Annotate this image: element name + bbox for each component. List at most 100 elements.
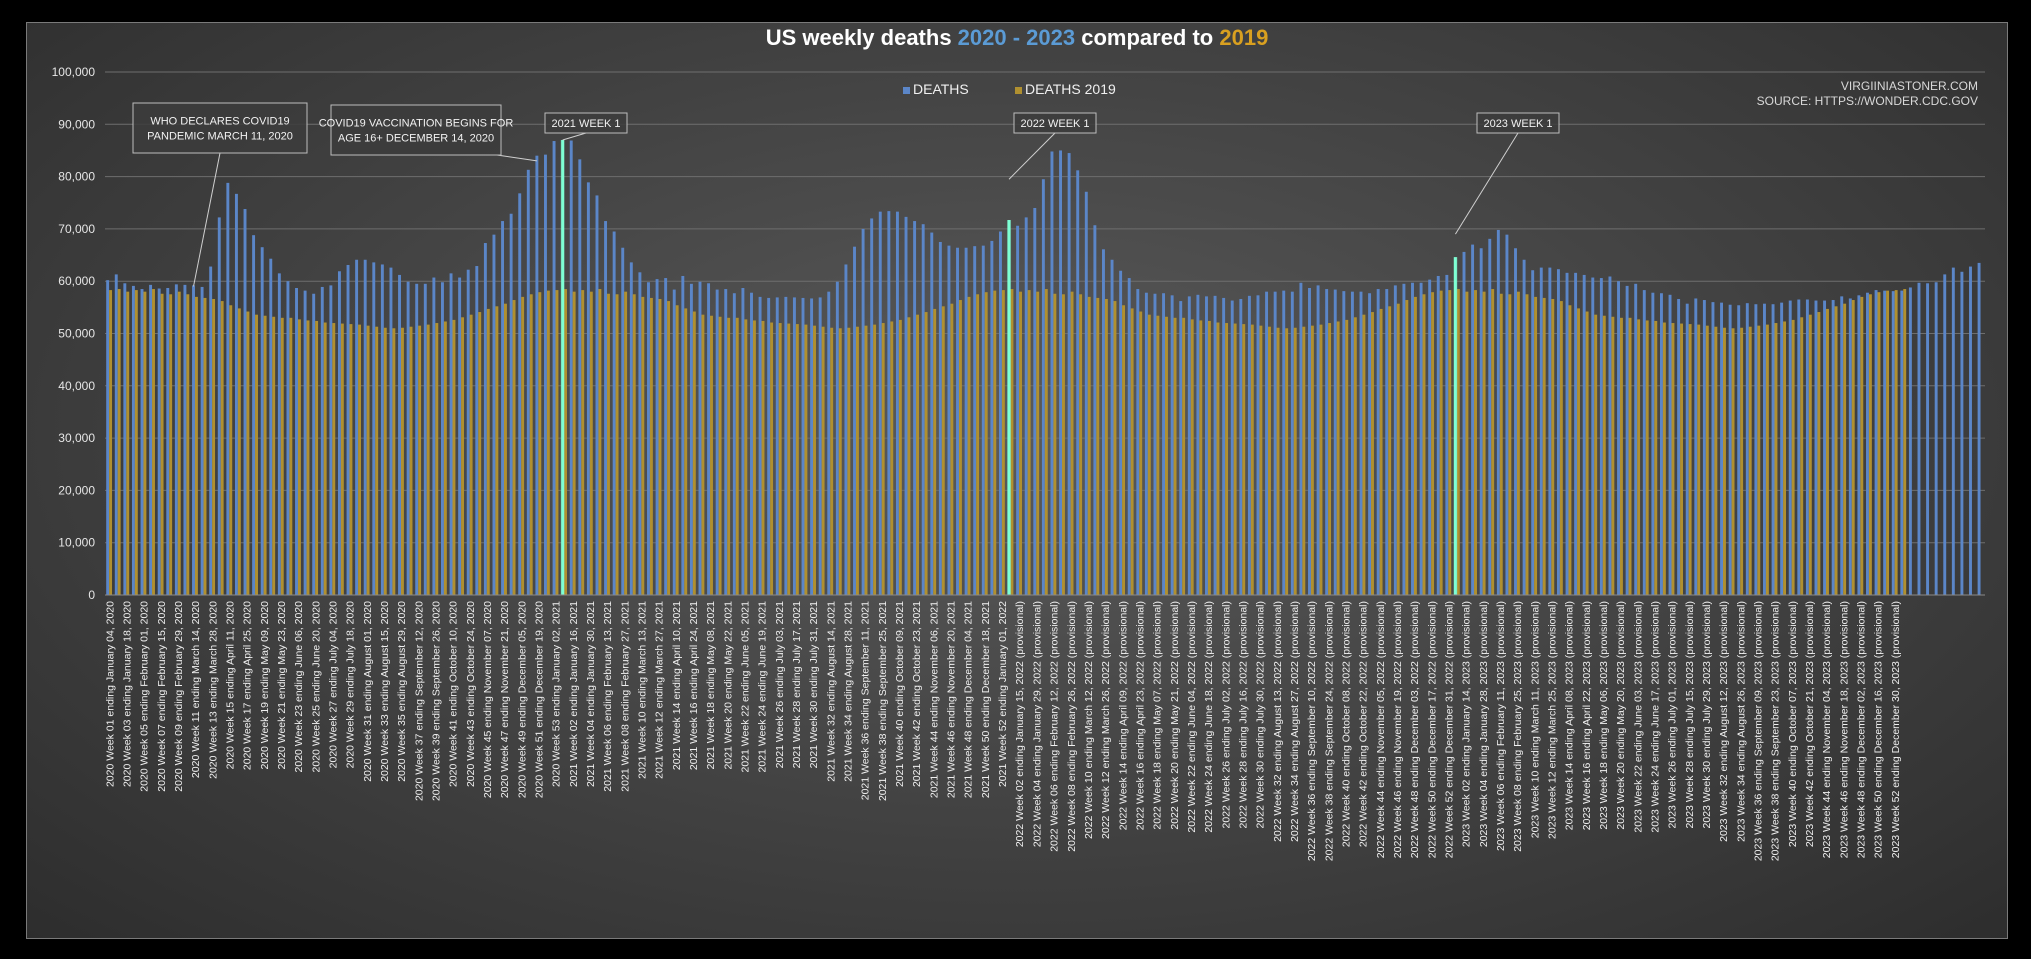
bar-deaths-2019 (658, 298, 662, 595)
bar-deaths (973, 246, 977, 595)
bar-deaths-2019 (1826, 308, 1829, 595)
bar-deaths-2019 (1285, 328, 1289, 595)
bar-deaths (1402, 283, 1406, 595)
bar-deaths-2019 (941, 306, 945, 595)
bar-deaths (295, 287, 298, 595)
bar-deaths (947, 245, 951, 596)
legend: DEATHS DEATHS 2019 (903, 81, 1116, 97)
bar-deaths-2019 (1602, 315, 1606, 595)
bar-deaths-2019 (426, 324, 430, 595)
bar-deaths-2019 (864, 325, 868, 595)
bar-deaths (938, 241, 942, 595)
bar-deaths-2019 (400, 327, 404, 595)
bar-deaths-2019 (229, 305, 233, 595)
bar-deaths-2019 (1207, 320, 1211, 595)
x-tick-label: 2021 Week 34 ending August 28, 2021 (843, 601, 855, 782)
bar-deaths-2019 (272, 316, 276, 595)
bar-deaths-2019 (349, 324, 353, 595)
bar-deaths-2019 (143, 291, 147, 595)
bar-deaths-2019 (735, 317, 739, 595)
bar-deaths (1016, 225, 1020, 595)
bar-deaths-2019 (1628, 317, 1632, 595)
bar-deaths-2019 (890, 321, 894, 595)
bar-deaths (664, 278, 668, 595)
annotation-leader (193, 152, 221, 287)
x-tick-label: 2022 Week 04 ending January 29, 2022 (pr… (1031, 601, 1043, 847)
bar-deaths (1659, 293, 1663, 595)
bar-deaths (131, 285, 135, 595)
bar-deaths (320, 286, 324, 595)
x-tick-label: 2020 Week 09 ending February 29, 2020 (173, 601, 185, 792)
title-prefix: US weekly deaths (766, 25, 958, 50)
x-tick-label: 2023 Week 14 ending April 08, 2023 (prov… (1564, 601, 1576, 830)
x-tick-label: 2023 Week 06 ending February 11, 2023 (p… (1495, 601, 1507, 851)
annotation-text: AGE 16+ DECEMBER 14, 2020 (338, 133, 494, 145)
bar-deaths-2019 (538, 292, 542, 595)
bar-deaths-2019 (1662, 322, 1666, 595)
x-tick-label: 2021 Week 36 ending September 11, 2021 (860, 601, 872, 800)
bar-deaths-2019 (778, 323, 782, 595)
bar-deaths-2019 (1122, 305, 1126, 595)
bar-deaths (140, 289, 144, 595)
x-tick-label: 2023 Week 10 ending March 11, 2023 (prov… (1529, 601, 1541, 838)
x-tick-label: 2020 Week 39 ending September 26, 2020 (431, 601, 443, 801)
bar-deaths (681, 275, 685, 595)
bar-deaths (1376, 289, 1380, 595)
bar-deaths-2019 (1800, 317, 1804, 595)
bar-deaths-2019 (1053, 293, 1057, 595)
bar-deaths (1668, 294, 1672, 595)
annotation-leader (1008, 132, 1056, 180)
bar-deaths (1033, 207, 1037, 596)
bar-deaths (1170, 295, 1174, 595)
bar-deaths (758, 296, 762, 595)
bar-deaths (1153, 293, 1157, 595)
bar-deaths (483, 243, 487, 595)
bar-deaths (1350, 291, 1354, 595)
bar-deaths (1814, 300, 1818, 595)
bar-deaths-2019 (392, 328, 396, 595)
bar-deaths-2019 (1491, 289, 1495, 595)
bar-deaths (277, 273, 281, 595)
bar-deaths-2019 (1259, 325, 1263, 595)
bar-deaths-2019 (1474, 290, 1477, 595)
bar-deaths-2019 (134, 290, 138, 595)
bar-deaths (1308, 287, 1311, 595)
bar-deaths (1127, 278, 1131, 595)
bar-deaths-2019 (237, 308, 241, 595)
bar-deaths (930, 232, 934, 595)
bar-deaths-2019 (1894, 290, 1898, 595)
bar-deaths (1565, 272, 1569, 595)
legend-swatch (903, 87, 910, 94)
bar-deaths-2019 (1868, 294, 1872, 595)
bar-deaths (1951, 267, 1955, 595)
x-tick-label: 2020 Week 37 ending September 12, 2020 (413, 601, 425, 801)
bar-deaths-2019 (1139, 311, 1143, 595)
bar-deaths-2019 (452, 319, 456, 595)
bar-deaths (1496, 229, 1500, 596)
bar-deaths-2019 (212, 298, 216, 595)
x-tick-label: 2021 Week 44 ending November 06, 2021 (928, 601, 940, 798)
bar-deaths-2019 (821, 326, 825, 595)
x-tick-label: 2020 Week 17 ending April 25, 2020 (242, 601, 254, 770)
x-tick-label: 2022 Week 48 ending December 03, 2022 (p… (1409, 601, 1421, 858)
x-tick-label: 2021 Week 08 ending February 27, 2021 (619, 601, 631, 792)
legend-label: DEATHS (913, 81, 969, 97)
bar-deaths (1342, 291, 1346, 595)
bar-deaths (243, 209, 247, 595)
y-tick-label: 100,000 (52, 65, 96, 79)
bar-deaths-2019 (1044, 289, 1048, 595)
bar-deaths (1325, 289, 1329, 595)
bar-deaths-2019 (787, 323, 791, 595)
bar-deaths (1050, 151, 1054, 595)
bar-deaths (1110, 259, 1114, 595)
bar-deaths-2019 (1405, 300, 1409, 595)
bar-deaths-2019 (589, 291, 593, 595)
x-tick-label: 2022 Week 52 ending December 31, 2022 (p… (1443, 601, 1455, 858)
bar-deaths-2019 (684, 308, 688, 595)
bar-deaths (1737, 305, 1741, 595)
bar-deaths-2019 (1551, 298, 1555, 595)
bar-deaths (1136, 289, 1140, 595)
bar-deaths (200, 286, 204, 595)
x-tick-label: 2023 Week 46 ending November 18, 2023 (p… (1838, 601, 1850, 858)
bar-deaths (1677, 298, 1681, 595)
